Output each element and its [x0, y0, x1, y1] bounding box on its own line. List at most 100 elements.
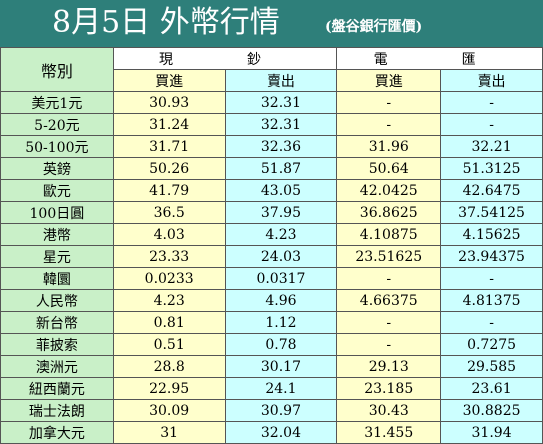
page-title: 8月5日 外幣行情	[52, 5, 280, 40]
telegraphic-buy-cell: -	[336, 311, 442, 334]
cash-buy-cell: 30.09	[112, 399, 226, 422]
currency-name: 加拿大元	[0, 421, 114, 444]
currency-name: 港幣	[0, 223, 114, 246]
cash-sell-cell: 30.97	[224, 399, 338, 422]
cash-sell-cell: 24.1	[224, 377, 338, 400]
telegraphic-sell-cell: -	[440, 311, 543, 334]
telegraphic-sell-header: 賣出	[440, 69, 543, 92]
currency-name: 英鎊	[0, 157, 114, 180]
currency-name: 紐西蘭元	[0, 377, 114, 400]
telegraphic-buy-cell: 4.66375	[336, 289, 442, 312]
telegraphic-buy-cell: -	[336, 333, 442, 356]
cash-buy-cell: 4.03	[112, 223, 226, 246]
cash-sell-cell: 4.23	[224, 223, 338, 246]
table-row: 新台幣 0.81 1.12- -	[0, 311, 543, 334]
telegraphic-buy-cell: -	[336, 267, 442, 290]
cash-sell-cell: 0.78	[224, 333, 338, 356]
exchange-rate-table: 幣別 現 鈔 電 匯 買進 賣出 買進 賣出 美元1元 30.93 32.31- -5…	[0, 47, 543, 444]
currency-name: 100日圓	[0, 201, 114, 224]
cash-sell-cell: 24.03	[224, 245, 338, 268]
table-row: 瑞士法朗 30.09 30.97 30.43 30.8825	[0, 399, 543, 422]
table-row: 100日圓 36.5 37.95 36.8625 37.54125	[0, 201, 543, 224]
table-row: 韓圜 0.0233 0.0317- -	[0, 267, 543, 290]
cash-buy-cell: 22.95	[112, 377, 226, 400]
cash-buy-cell: 36.5	[112, 201, 226, 224]
telegraphic-sell-cell: 31.94	[440, 421, 543, 444]
telegraphic-sell-cell: 23.61	[440, 377, 543, 400]
telegraphic-sell-cell: 4.15625	[440, 223, 543, 246]
telegraphic-sell-cell: -	[440, 91, 543, 114]
cash-buy-cell: 0.0233	[112, 267, 226, 290]
currency-name: 星元	[0, 245, 114, 268]
telegraphic-sell-cell: 37.54125	[440, 201, 543, 224]
currency-name: 韓圜	[0, 267, 114, 290]
telegraphic-sell-cell: 32.21	[440, 135, 543, 158]
table-row: 港幣 4.03 4.23 4.10875 4.15625	[0, 223, 543, 246]
telegraphic-buy-cell: 31.455	[336, 421, 442, 444]
telegraphic-sell-cell: 30.8825	[440, 399, 543, 422]
telegraphic-buy-cell: 4.10875	[336, 223, 442, 246]
currency-name: 菲披索	[0, 333, 114, 356]
telegraphic-sell-cell: 4.81375	[440, 289, 543, 312]
cash-sell-cell: 32.04	[224, 421, 338, 444]
telegraphic-buy-cell: 29.13	[336, 355, 442, 378]
cash-sell-cell: 32.31	[224, 91, 338, 114]
currency-name: 澳洲元	[0, 355, 114, 378]
bank-source-label: (盤谷銀行匯價)	[325, 19, 423, 35]
telegraphic-sell-cell: 51.3125	[440, 157, 543, 180]
currency-name: 歐元	[0, 179, 114, 202]
currency-column-header: 幣別	[0, 47, 114, 92]
table-row: 星元 23.33 24.03 23.51625 23.94375	[0, 245, 543, 268]
telegraphic-sell-cell: -	[440, 113, 543, 136]
cash-buy-cell: 0.81	[112, 311, 226, 334]
currency-name: 人民幣	[0, 289, 114, 312]
cash-sell-cell: 30.17	[224, 355, 338, 378]
cash-buy-cell: 31.24	[112, 113, 226, 136]
cash-buy-cell: 28.8	[112, 355, 226, 378]
rate-rows: 美元1元 30.93 32.31- -5-20元 31.24 32.31- -50-100元…	[0, 91, 543, 444]
telegraphic-buy-cell: 30.43	[336, 399, 442, 422]
cash-sell-cell: 32.36	[224, 135, 338, 158]
telegraphic-sell-cell: 29.585	[440, 355, 543, 378]
cash-buy-cell: 0.51	[112, 333, 226, 356]
cash-buy-cell: 4.23	[112, 289, 226, 312]
table-row: 英鎊 50.26 51.87 50.64 51.3125	[0, 157, 543, 180]
table-row: 人民幣 4.23 4.96 4.66375 4.81375	[0, 289, 543, 312]
cash-group-header: 現 鈔	[112, 47, 338, 70]
table-row: 50-100元 31.71 32.36 31.96 32.21	[0, 135, 543, 158]
cash-buy-cell: 31.71	[112, 135, 226, 158]
telegraphic-sell-cell: 42.6475	[440, 179, 543, 202]
cash-buy-cell: 30.93	[112, 91, 226, 114]
cash-sell-cell: 37.95	[224, 201, 338, 224]
cash-sell-cell: 0.0317	[224, 267, 338, 290]
table-row: 澳洲元 28.8 30.17 29.13 29.585	[0, 355, 543, 378]
cash-sell-cell: 4.96	[224, 289, 338, 312]
telegraphic-group-header: 電 匯	[336, 47, 543, 70]
cash-buy-cell: 41.79	[112, 179, 226, 202]
cash-sell-cell: 1.12	[224, 311, 338, 334]
currency-name: 50-100元	[0, 135, 114, 158]
currency-name: 瑞士法朗	[0, 399, 114, 422]
cash-buy-cell: 50.26	[112, 157, 226, 180]
cash-buy-header: 買進	[112, 69, 226, 92]
table-row: 歐元 41.79 43.05 42.0425 42.6475	[0, 179, 543, 202]
cash-sell-header: 賣出	[224, 69, 338, 92]
table-row: 菲披索 0.51 0.78-0.7275	[0, 333, 543, 356]
telegraphic-buy-cell: 50.64	[336, 157, 442, 180]
table-row: 美元1元 30.93 32.31- -	[0, 91, 543, 114]
telegraphic-buy-cell: 31.96	[336, 135, 442, 158]
cash-buy-cell: 23.33	[112, 245, 226, 268]
currency-name: 新台幣	[0, 311, 114, 334]
telegraphic-buy-cell: -	[336, 113, 442, 136]
telegraphic-sell-cell: 23.94375	[440, 245, 543, 268]
telegraphic-buy-cell: 42.0425	[336, 179, 442, 202]
telegraphic-buy-cell: 23.185	[336, 377, 442, 400]
currency-name: 美元1元	[0, 91, 114, 114]
table-row: 紐西蘭元 22.95 24.1 23.185 23.61	[0, 377, 543, 400]
telegraphic-buy-cell: 23.51625	[336, 245, 442, 268]
cash-sell-cell: 43.05	[224, 179, 338, 202]
telegraphic-sell-cell: 0.7275	[440, 333, 543, 356]
cash-sell-cell: 51.87	[224, 157, 338, 180]
title-banner: 8月5日 外幣行情 (盤谷銀行匯價)	[0, 0, 543, 47]
